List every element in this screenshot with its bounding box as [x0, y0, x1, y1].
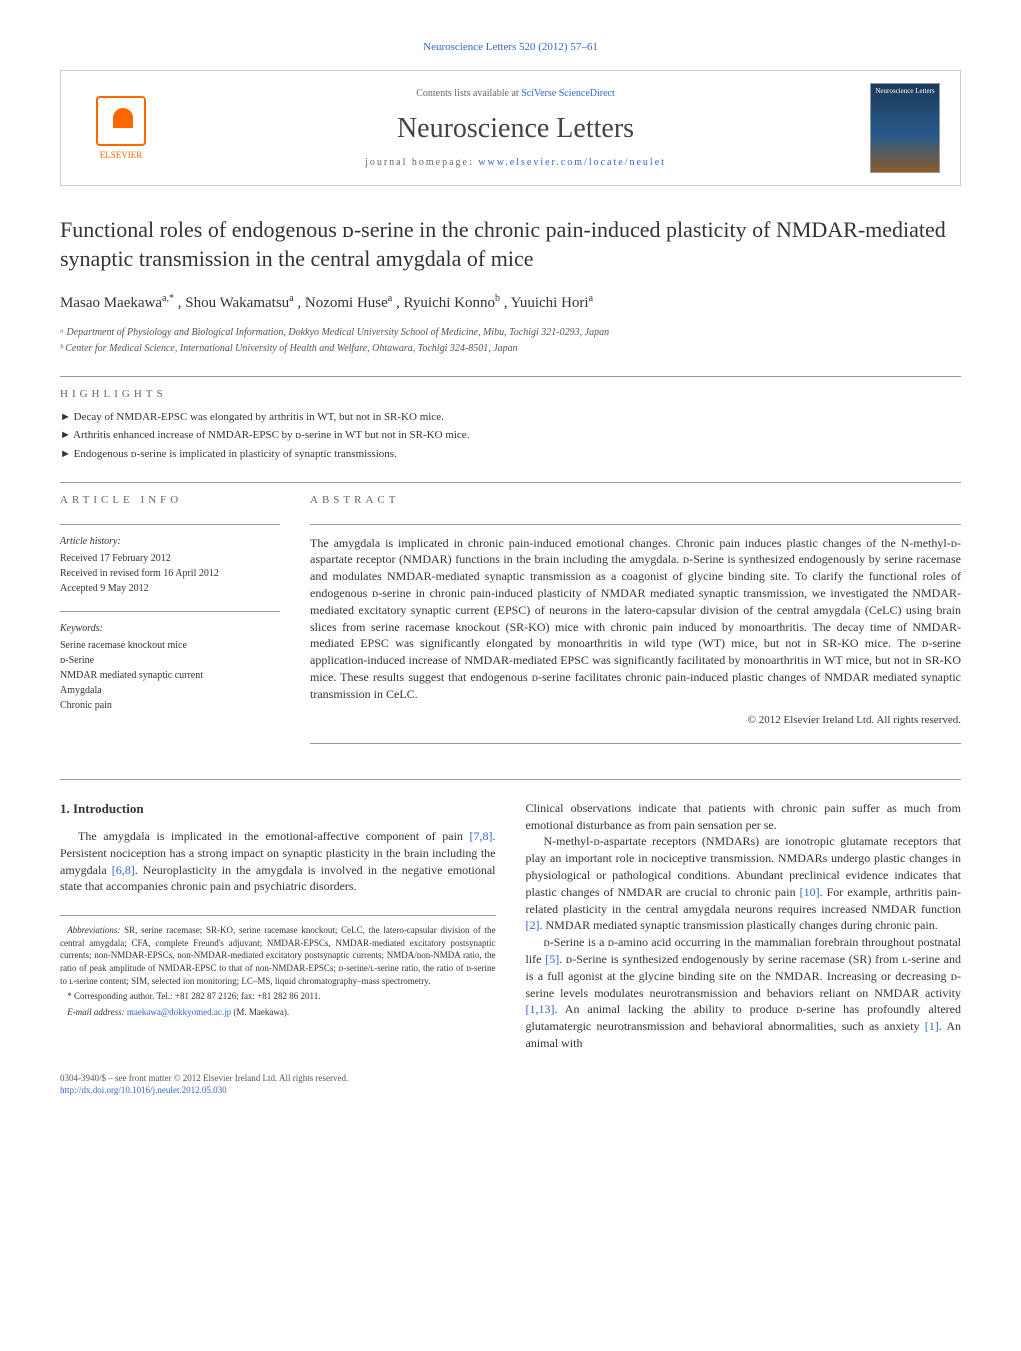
article-title: Functional roles of endogenous ᴅ-serine … [60, 216, 961, 273]
header-center: Contents lists available at SciVerse Sci… [161, 87, 870, 170]
author-5: , Yuuichi Hori [504, 295, 589, 311]
author-1-affil: a,* [162, 293, 174, 304]
received-date: Received 17 February 2012 [60, 552, 280, 566]
keyword: Chronic pain [60, 699, 280, 713]
sciverse-link[interactable]: SciVerse ScienceDirect [521, 88, 615, 99]
article-history: Article history: Received 17 February 20… [60, 535, 280, 596]
author-2: , Shou Wakamatsu [178, 295, 289, 311]
author-2-affil: a [289, 293, 293, 304]
keyword: ᴅ-Serine [60, 654, 280, 668]
homepage-link[interactable]: www.elsevier.com/locate/neulet [478, 157, 666, 168]
article-info: ARTICLE INFO Article history: Received 1… [60, 493, 280, 754]
keyword: Serine racemase knockout mice [60, 639, 280, 653]
revised-date: Received in revised form 16 April 2012 [60, 567, 280, 581]
body-text: 1. Introduction The amygdala is implicat… [60, 800, 961, 1052]
abstract-copyright: © 2012 Elsevier Ireland Ltd. All rights … [310, 713, 961, 728]
homepage-prefix: journal homepage: [365, 157, 478, 168]
highlight-item: Arthritis enhanced increase of NMDAR-EPS… [60, 428, 961, 443]
journal-homepage: journal homepage: www.elsevier.com/locat… [161, 156, 870, 170]
author-5-affil: a [589, 293, 593, 304]
corresponding-author: * Corresponding author. Tel.: +81 282 87… [60, 990, 496, 1003]
rule [60, 482, 961, 483]
rule [60, 524, 280, 525]
ref-link[interactable]: [1] [925, 1019, 939, 1033]
intro-heading: 1. Introduction [60, 800, 496, 818]
article-info-label: ARTICLE INFO [60, 493, 280, 508]
contents-available: Contents lists available at SciVerse Sci… [161, 87, 870, 101]
footnotes: Abbreviations: SR, serine racemase; SR-K… [60, 915, 496, 1018]
affiliations: ᵃ Department of Physiology and Biologica… [60, 326, 961, 356]
journal-title: Neuroscience Letters [161, 109, 870, 148]
intro-p4: ᴅ-Serine is a ᴅ-amino acid occurring in … [526, 934, 962, 1052]
journal-cover-thumbnail: Neuroscience Letters [870, 83, 940, 173]
doi-link[interactable]: http://dx.doi.org/10.1016/j.neulet.2012.… [60, 1085, 227, 1095]
info-abstract-row: ARTICLE INFO Article history: Received 1… [60, 493, 961, 754]
abbrev-text: SR, serine racemase; SR-KO, serine racem… [60, 925, 496, 985]
intro-p1: The amygdala is implicated in the emotio… [60, 828, 496, 895]
intro-p2: Clinical observations indicate that pati… [526, 800, 962, 834]
email-line: E-mail address: maekawa@dokkyomed.ac.jp … [60, 1006, 496, 1019]
abstract: ABSTRACT The amygdala is implicated in c… [310, 493, 961, 754]
rule [60, 376, 961, 377]
keywords-title: Keywords: [60, 622, 280, 636]
journal-reference: Neuroscience Letters 520 (2012) 57–61 [60, 40, 961, 55]
intro-p3: N-methyl-ᴅ-aspartate receptors (NMDARs) … [526, 833, 962, 934]
affiliation-a: ᵃ Department of Physiology and Biologica… [60, 326, 961, 340]
author-1: Masao Maekawa [60, 295, 162, 311]
ref-link[interactable]: [6,8] [112, 863, 135, 877]
issn-line: 0304-3940/$ – see front matter © 2012 El… [60, 1072, 961, 1085]
ref-link[interactable]: [1,13] [526, 1002, 555, 1016]
history-title: Article history: [60, 535, 280, 549]
elsevier-tree-icon [96, 96, 146, 146]
bottom-matter: 0304-3940/$ – see front matter © 2012 El… [60, 1072, 961, 1097]
contents-prefix: Contents lists available at [416, 88, 521, 99]
rule [310, 524, 961, 525]
author-4: , Ryuichi Konno [396, 295, 495, 311]
highlight-item: Endogenous ᴅ-serine is implicated in pla… [60, 447, 961, 462]
email-suffix: (M. Maekawa). [231, 1007, 289, 1017]
keyword: NMDAR mediated synaptic current [60, 669, 280, 683]
accepted-date: Accepted 9 May 2012 [60, 582, 280, 596]
ref-link[interactable]: [10] [800, 885, 820, 899]
keywords-block: Keywords: Serine racemase knockout mice … [60, 622, 280, 713]
publisher-name: ELSEVIER [100, 149, 143, 162]
journal-header: ELSEVIER Contents lists available at Sci… [60, 70, 961, 186]
email-label: E-mail address: [67, 1007, 127, 1017]
highlights-list: Decay of NMDAR-EPSC was elongated by art… [60, 410, 961, 462]
author-3-affil: a [388, 293, 392, 304]
cover-text: Neuroscience Letters [875, 87, 934, 95]
ref-link[interactable]: [2] [526, 918, 540, 932]
abbreviations: Abbreviations: SR, serine racemase; SR-K… [60, 924, 496, 987]
author-3: , Nozomi Huse [297, 295, 387, 311]
rule [60, 779, 961, 780]
abbrev-label: Abbreviations: [67, 925, 120, 935]
abstract-label: ABSTRACT [310, 493, 961, 508]
rule [310, 743, 961, 744]
ref-link[interactable]: [5] [545, 952, 559, 966]
ref-link[interactable]: [7,8] [470, 829, 493, 843]
author-list: Masao Maekawaa,* , Shou Wakamatsua , Noz… [60, 292, 961, 314]
affiliation-b: ᵇ Center for Medical Science, Internatio… [60, 342, 961, 356]
author-4-affil: b [495, 293, 500, 304]
email-link[interactable]: maekawa@dokkyomed.ac.jp [127, 1007, 231, 1017]
abstract-text: The amygdala is implicated in chronic pa… [310, 535, 961, 703]
publisher-logo: ELSEVIER [81, 88, 161, 168]
highlights-label: HIGHLIGHTS [60, 387, 961, 402]
keyword: Amygdala [60, 684, 280, 698]
highlight-item: Decay of NMDAR-EPSC was elongated by art… [60, 410, 961, 425]
rule [60, 611, 280, 612]
